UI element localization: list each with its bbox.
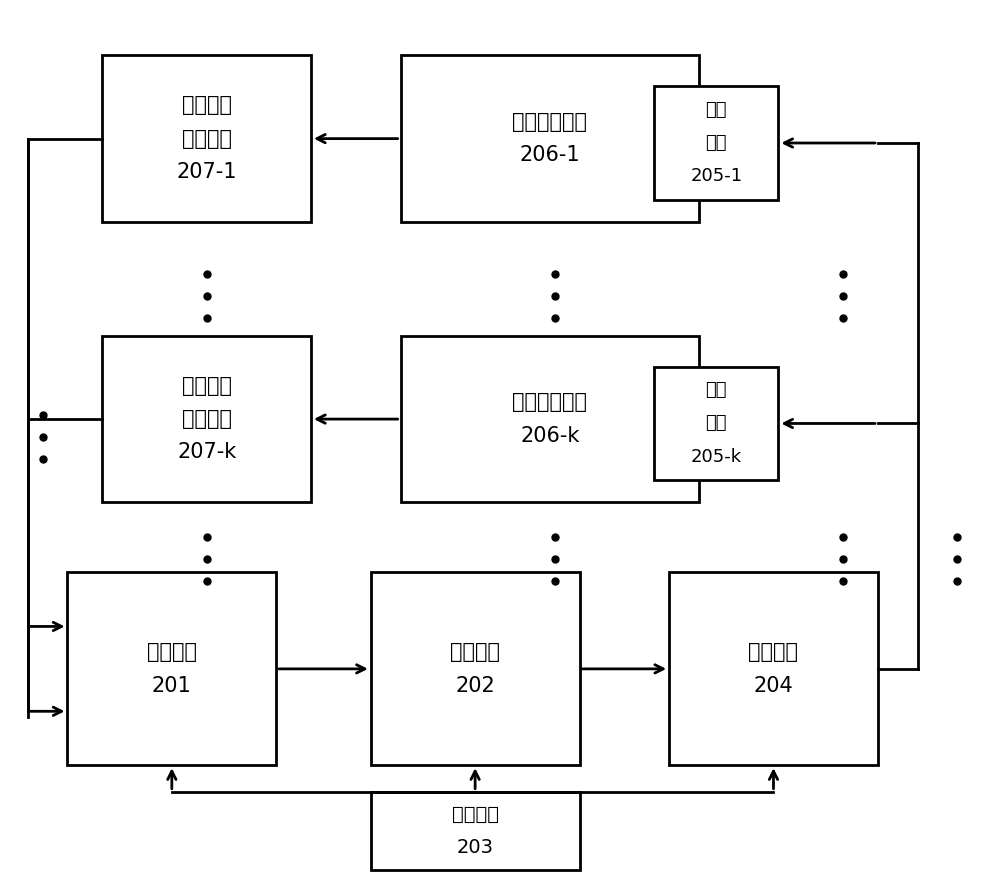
Text: 反馈信号: 反馈信号 (182, 376, 232, 396)
Bar (654, 367, 778, 481)
Text: 206-1: 206-1 (519, 146, 580, 165)
Text: 单元: 单元 (706, 134, 727, 152)
Text: 输出驱动: 输出驱动 (748, 642, 798, 662)
Bar (669, 572, 878, 766)
Text: 202: 202 (455, 676, 495, 696)
Text: 206-k: 206-k (520, 426, 579, 445)
Bar (371, 791, 580, 871)
Bar (67, 572, 276, 766)
Bar (102, 336, 311, 503)
Text: 数字控制: 数字控制 (450, 642, 500, 662)
Text: 时序控制: 时序控制 (452, 805, 499, 824)
Bar (371, 572, 580, 766)
Text: 205-1: 205-1 (690, 168, 742, 185)
Text: 205-k: 205-k (691, 448, 742, 466)
Bar (401, 56, 699, 222)
Bar (401, 336, 699, 503)
Text: 201: 201 (152, 676, 192, 696)
Bar (102, 56, 311, 222)
Text: 207-k: 207-k (177, 443, 236, 462)
Text: 集成光子系统: 集成光子系统 (512, 112, 587, 132)
Text: 模拟前端: 模拟前端 (147, 642, 197, 662)
Text: 提取单元: 提取单元 (182, 409, 232, 429)
Text: 207-1: 207-1 (176, 162, 237, 182)
Bar (654, 86, 778, 200)
Text: 调节: 调节 (706, 101, 727, 119)
Text: 调节: 调节 (706, 381, 727, 400)
Text: 204: 204 (754, 676, 793, 696)
Text: 203: 203 (457, 838, 494, 857)
Text: 提取单元: 提取单元 (182, 129, 232, 149)
Text: 单元: 单元 (706, 415, 727, 432)
Text: 集成光子系统: 集成光子系统 (512, 392, 587, 413)
Text: 反馈信号: 反馈信号 (182, 95, 232, 116)
